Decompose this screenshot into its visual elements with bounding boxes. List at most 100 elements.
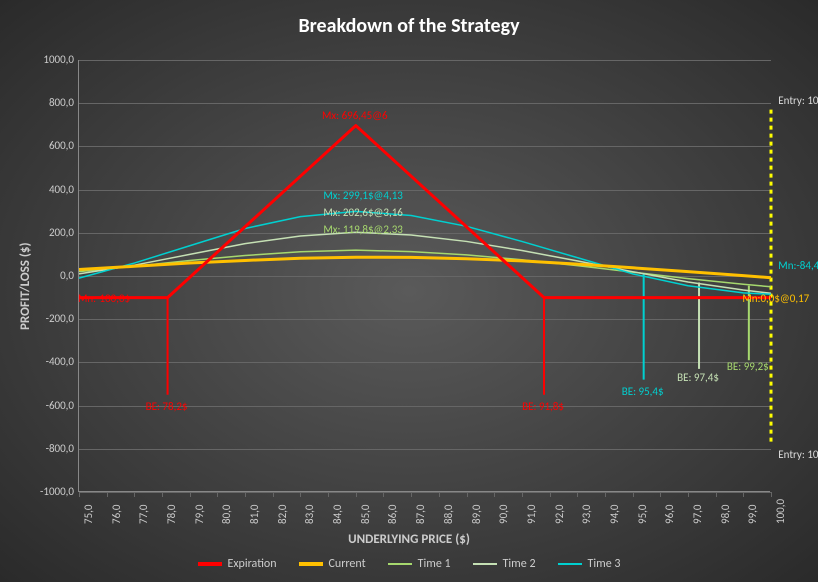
annotation: Entry: 100$ (778, 94, 818, 107)
legend-swatch (198, 562, 222, 566)
x-tick-label: 83,0 (303, 505, 316, 524)
x-tick-label: 84,0 (331, 505, 344, 524)
x-tick (245, 492, 246, 497)
annotation: BE: 78,2$ (146, 400, 188, 413)
x-tick-label: 82,0 (276, 505, 289, 524)
x-tick-label: 78,0 (165, 505, 178, 524)
x-tick (467, 492, 468, 497)
annotation: Mn:-100,0$ (78, 292, 130, 305)
x-tick-label: 98,0 (719, 505, 732, 524)
x-tick (633, 492, 634, 497)
x-tick-label: 92,0 (553, 505, 566, 524)
x-tick-label: 99,0 (746, 505, 759, 524)
y-tick-label: 800,0 (49, 96, 74, 109)
y-tick-label: -1000,0 (40, 485, 74, 498)
x-tick-label: 95,0 (636, 505, 649, 524)
legend-item-current: Current (299, 557, 366, 571)
x-tick (771, 492, 772, 497)
x-tick-label: 80,0 (220, 505, 233, 524)
legend-item-time2: Time 2 (473, 557, 536, 571)
y-tick-label: 600,0 (49, 139, 74, 152)
legend-label: Current (329, 557, 366, 571)
x-tick (328, 492, 329, 497)
x-tick (439, 492, 440, 497)
legend-swatch (299, 562, 323, 566)
x-tick (107, 492, 108, 497)
annotation: Entry: 100$ (778, 448, 818, 461)
gridline-h (79, 492, 771, 493)
x-tick-label: 75,0 (82, 505, 95, 524)
y-tick-label: 1000,0 (43, 53, 74, 66)
x-tick-label: 81,0 (248, 505, 261, 524)
x-tick (190, 492, 191, 497)
x-tick-label: 85,0 (359, 505, 372, 524)
x-tick-label: 96,0 (663, 505, 676, 524)
x-tick-label: 91,0 (525, 505, 538, 524)
x-tick-label: 86,0 (386, 505, 399, 524)
annotation: BE: 95,4$ (622, 385, 664, 398)
legend-swatch (388, 563, 412, 565)
x-tick (162, 492, 163, 497)
x-tick (577, 492, 578, 497)
x-tick (411, 492, 412, 497)
x-tick (217, 492, 218, 497)
x-tick (522, 492, 523, 497)
chart-title: Breakdown of the Strategy (0, 14, 818, 38)
legend-item-expiration: Expiration (198, 557, 277, 571)
legend-label: Expiration (228, 557, 277, 571)
x-tick (356, 492, 357, 497)
x-tick (79, 492, 80, 497)
y-tick-label: 0,0 (60, 269, 74, 282)
x-tick (605, 492, 606, 497)
legend: Expiration Current Time 1 Time 2 Time 3 (0, 557, 818, 571)
plot-area (78, 60, 770, 492)
annotation: Mn:-84,4$@0,29 (778, 259, 818, 272)
legend-label: Time 2 (503, 557, 536, 571)
y-tick-label: 400,0 (49, 183, 74, 196)
x-tick (688, 492, 689, 497)
y-tick-label: -200,0 (46, 312, 74, 325)
y-tick-label: -400,0 (46, 355, 74, 368)
annotation: BE: 99,2$ (727, 360, 769, 373)
x-tick (743, 492, 744, 497)
x-tick (273, 492, 274, 497)
x-tick (660, 492, 661, 497)
annotation: Mn:0,0$@0,17 (742, 292, 809, 305)
x-tick (494, 492, 495, 497)
annotation: BE: 91,8$ (522, 400, 564, 413)
x-tick-label: 77,0 (137, 505, 150, 524)
annotation: Mx: 202,6$@3,16 (323, 206, 403, 219)
x-tick-label: 90,0 (497, 505, 510, 524)
plot-svg (79, 60, 771, 492)
x-tick-label: 88,0 (442, 505, 455, 524)
x-tick-label: 89,0 (470, 505, 483, 524)
x-tick-label: 97,0 (691, 505, 704, 524)
x-tick (716, 492, 717, 497)
annotation: Mx: 299,1$@4,13 (323, 189, 403, 202)
y-tick-label: -800,0 (46, 442, 74, 455)
legend-label: Time 1 (418, 557, 451, 571)
legend-item-time1: Time 1 (388, 557, 451, 571)
annotation: Mx: 696,45@6 (322, 109, 388, 122)
x-tick (300, 492, 301, 497)
y-tick-label: 200,0 (49, 226, 74, 239)
legend-label: Time 3 (588, 557, 621, 571)
x-tick (134, 492, 135, 497)
y-axis-label: PROFIT/LOSS ($) (18, 242, 33, 330)
x-tick-label: 93,0 (580, 505, 593, 524)
series-current (79, 257, 771, 278)
x-tick-label: 76,0 (110, 505, 123, 524)
legend-item-time3: Time 3 (558, 557, 621, 571)
x-tick-label: 94,0 (608, 505, 621, 524)
annotation: Mx: 119,8$@2,33 (323, 223, 403, 236)
x-axis-label: UNDERLYING PRICE ($) (0, 532, 818, 547)
series-expiration (79, 126, 771, 298)
x-tick-label: 79,0 (193, 505, 206, 524)
y-tick-label: -600,0 (46, 399, 74, 412)
x-tick-label: 87,0 (414, 505, 427, 524)
x-tick (383, 492, 384, 497)
legend-swatch (558, 563, 582, 565)
annotation: BE: 97,4$ (677, 371, 719, 384)
x-tick (550, 492, 551, 497)
x-tick-label: 100,0 (774, 499, 787, 524)
